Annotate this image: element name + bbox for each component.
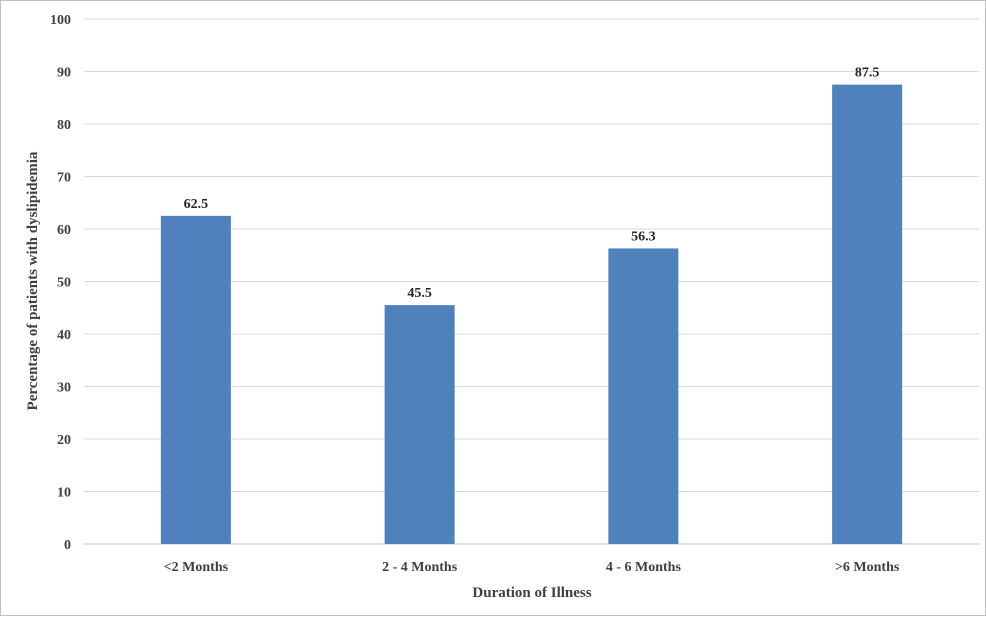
x-tick-label: 2 - 4 Months: [382, 560, 458, 575]
y-tick-label: 30: [57, 381, 71, 396]
y-axis-title: Percentage of patients with dyslipidemia: [25, 151, 41, 410]
x-tick-label: >6 Months: [835, 560, 900, 575]
y-axis-tick-labels: 0 10 20 30 40 50 60 70 80 90 100: [50, 13, 71, 553]
x-tick-label: <2 Months: [164, 560, 229, 575]
x-tick-label: 4 - 6 Months: [606, 560, 682, 575]
data-label: 45.5: [407, 286, 432, 301]
y-tick-label: 0: [64, 538, 71, 553]
x-axis-title: Duration of Illness: [472, 585, 591, 601]
gridlines: [84, 18, 979, 545]
bar: [160, 215, 231, 544]
data-label: 62.5: [184, 197, 209, 212]
y-tick-label: 20: [57, 433, 71, 448]
y-tick-label: 80: [57, 118, 71, 133]
y-tick-label: 100: [50, 13, 71, 28]
bars: [160, 84, 903, 545]
y-tick-label: 60: [57, 223, 71, 238]
y-tick-label: 70: [57, 171, 71, 186]
data-label: 87.5: [855, 66, 880, 81]
bar: [608, 248, 679, 545]
y-tick-label: 10: [57, 486, 71, 501]
bar: [832, 84, 903, 544]
y-tick-label: 40: [57, 328, 71, 343]
y-tick-label: 50: [57, 276, 71, 291]
x-axis-tick-labels: <2 Months 2 - 4 Months 4 - 6 Months >6 Mont…: [164, 560, 900, 575]
data-labels: 62.5 45.5 56.3 87.5: [184, 66, 880, 302]
data-label: 56.3: [631, 229, 656, 244]
bar: [384, 305, 455, 544]
y-tick-label: 90: [57, 66, 71, 81]
